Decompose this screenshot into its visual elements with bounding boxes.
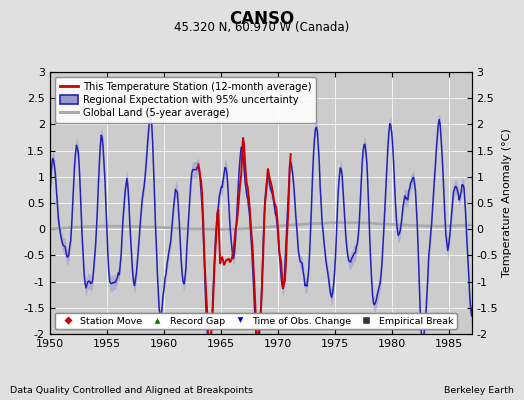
Y-axis label: Temperature Anomaly (°C): Temperature Anomaly (°C) [502,129,512,277]
Text: 45.320 N, 60.970 W (Canada): 45.320 N, 60.970 W (Canada) [174,21,350,34]
Text: Berkeley Earth: Berkeley Earth [444,386,514,395]
Legend: Station Move, Record Gap, Time of Obs. Change, Empirical Break: Station Move, Record Gap, Time of Obs. C… [54,313,457,329]
Text: CANSO: CANSO [230,10,294,28]
Text: Data Quality Controlled and Aligned at Breakpoints: Data Quality Controlled and Aligned at B… [10,386,254,395]
